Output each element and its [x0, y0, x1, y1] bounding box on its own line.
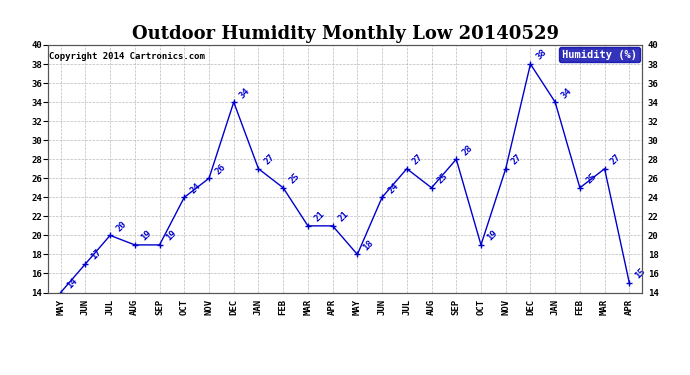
Text: 21: 21: [337, 210, 351, 224]
Text: 25: 25: [287, 172, 302, 186]
Text: 24: 24: [386, 181, 400, 195]
Text: 27: 27: [263, 153, 277, 166]
Text: 27: 27: [609, 153, 623, 166]
Text: 19: 19: [164, 229, 178, 243]
Text: 17: 17: [90, 248, 104, 262]
Text: 14: 14: [65, 276, 79, 290]
Text: 34: 34: [560, 86, 573, 100]
Title: Outdoor Humidity Monthly Low 20140529: Outdoor Humidity Monthly Low 20140529: [132, 26, 558, 44]
Text: 27: 27: [510, 153, 524, 166]
Text: 25: 25: [584, 172, 598, 186]
Text: 15: 15: [633, 267, 647, 281]
Text: 38: 38: [535, 48, 549, 62]
Text: 24: 24: [188, 181, 202, 195]
Text: 34: 34: [238, 86, 252, 100]
Text: 26: 26: [213, 162, 227, 176]
Text: Copyright 2014 Cartronics.com: Copyright 2014 Cartronics.com: [49, 53, 205, 62]
Text: 25: 25: [435, 172, 450, 186]
Text: 27: 27: [411, 153, 425, 166]
Text: 20: 20: [115, 219, 128, 233]
Text: 19: 19: [139, 229, 153, 243]
Text: 28: 28: [460, 143, 475, 157]
Legend: Humidity (%): Humidity (%): [560, 47, 640, 62]
Text: 21: 21: [312, 210, 326, 224]
Text: 18: 18: [362, 238, 375, 252]
Text: 19: 19: [485, 229, 499, 243]
